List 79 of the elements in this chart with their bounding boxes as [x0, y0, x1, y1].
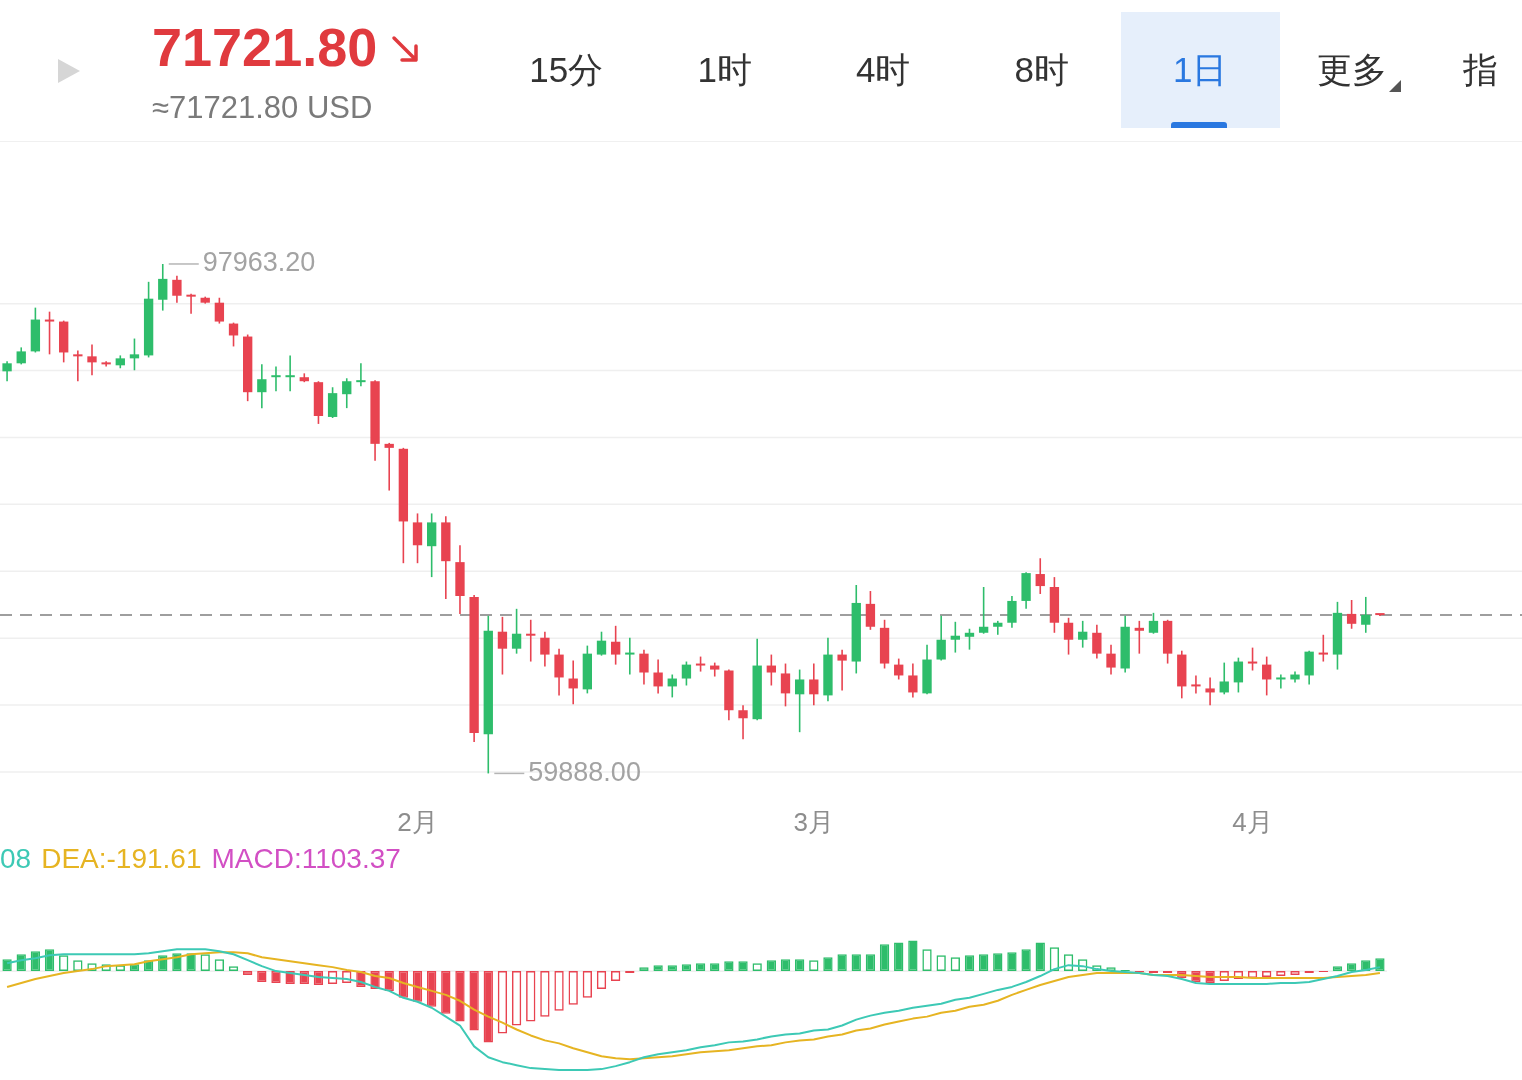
- candlestick: [738, 704, 748, 740]
- candlestick: [1262, 655, 1272, 697]
- candlestick: [1106, 643, 1116, 676]
- candlestick: [837, 648, 847, 692]
- text: 1日: [1173, 48, 1228, 91]
- annotation: 97963.20: [202, 247, 316, 278]
- candlestick: [1346, 599, 1357, 630]
- text: MACD:1103.37: [211, 843, 401, 875]
- candlestick: [1276, 673, 1286, 690]
- candlestick: [865, 590, 876, 631]
- annotation: 59888.00: [528, 756, 641, 787]
- text: 指: [1463, 48, 1498, 91]
- candlestick: [710, 661, 720, 678]
- candlestick: [964, 627, 975, 651]
- candlestick: [511, 608, 522, 655]
- candlestick: [1361, 596, 1371, 634]
- candlestick: [129, 337, 140, 372]
- candlestick: [186, 292, 196, 315]
- candlestick: [1063, 616, 1074, 656]
- candlestick: [1078, 620, 1088, 649]
- candlestick: [44, 310, 55, 356]
- chart-subtitle: ≈71721.80 USD: [152, 90, 373, 126]
- candlestick: [257, 363, 267, 409]
- text: 4时: [856, 48, 911, 91]
- candlestick: [1219, 661, 1229, 696]
- candlestick: [950, 621, 960, 654]
- candlestick: [271, 365, 281, 392]
- candlestick: [1205, 676, 1215, 707]
- candlestick: [2, 360, 12, 383]
- candlestick: [172, 275, 182, 304]
- candlestick: [356, 362, 366, 387]
- candlestick: [1092, 623, 1102, 660]
- candlestick: [1148, 612, 1159, 635]
- chart-title: 71721.80: [152, 16, 378, 78]
- candlestick: [87, 343, 97, 377]
- candlestick: [780, 662, 791, 708]
- candlestick: [158, 263, 168, 312]
- candlestick: [1191, 674, 1201, 695]
- candlestick: [794, 668, 805, 733]
- candlestick: [1035, 557, 1045, 595]
- candlestick: [1134, 620, 1144, 655]
- candlestick: [681, 660, 692, 687]
- candlestick: [993, 620, 1003, 636]
- text: 更多: [1316, 48, 1387, 91]
- candlestick: [766, 653, 777, 687]
- candlestick: [384, 442, 394, 492]
- candlestick: [908, 662, 918, 699]
- candlestick: [1247, 646, 1258, 672]
- candlestick: [1007, 595, 1017, 629]
- text: 08: [0, 843, 32, 875]
- text: 1时: [697, 48, 752, 91]
- candlestick: [285, 354, 295, 392]
- candlestick: [610, 625, 621, 666]
- candlestick: [596, 630, 607, 657]
- candlestick: [625, 636, 635, 676]
- candlestick: [1304, 649, 1314, 686]
- text: 15分: [529, 48, 604, 91]
- candlestick: [342, 377, 352, 409]
- x-tick-label: 3月: [793, 806, 835, 837]
- x-tick-label: 2月: [397, 806, 438, 837]
- candlestick: [653, 658, 663, 695]
- candlestick: [554, 647, 564, 697]
- text: 8时: [1014, 48, 1069, 91]
- candlestick: [936, 614, 946, 662]
- candlestick: [526, 619, 536, 663]
- candlestick: [639, 648, 649, 686]
- text: DEA:-191.61: [41, 843, 202, 875]
- candlestick: [978, 586, 989, 635]
- candlestick: [540, 630, 550, 668]
- candlestick: [427, 512, 437, 578]
- candlestick: [1233, 656, 1244, 694]
- candlestick: [214, 296, 225, 325]
- candlestick: [73, 349, 83, 383]
- candlestick: [497, 616, 508, 676]
- x-tick-label: 4月: [1232, 806, 1273, 837]
- candlestick: [412, 512, 423, 564]
- candlestick: [809, 662, 819, 707]
- candlestick: [1318, 633, 1328, 663]
- candlestick: [327, 386, 338, 419]
